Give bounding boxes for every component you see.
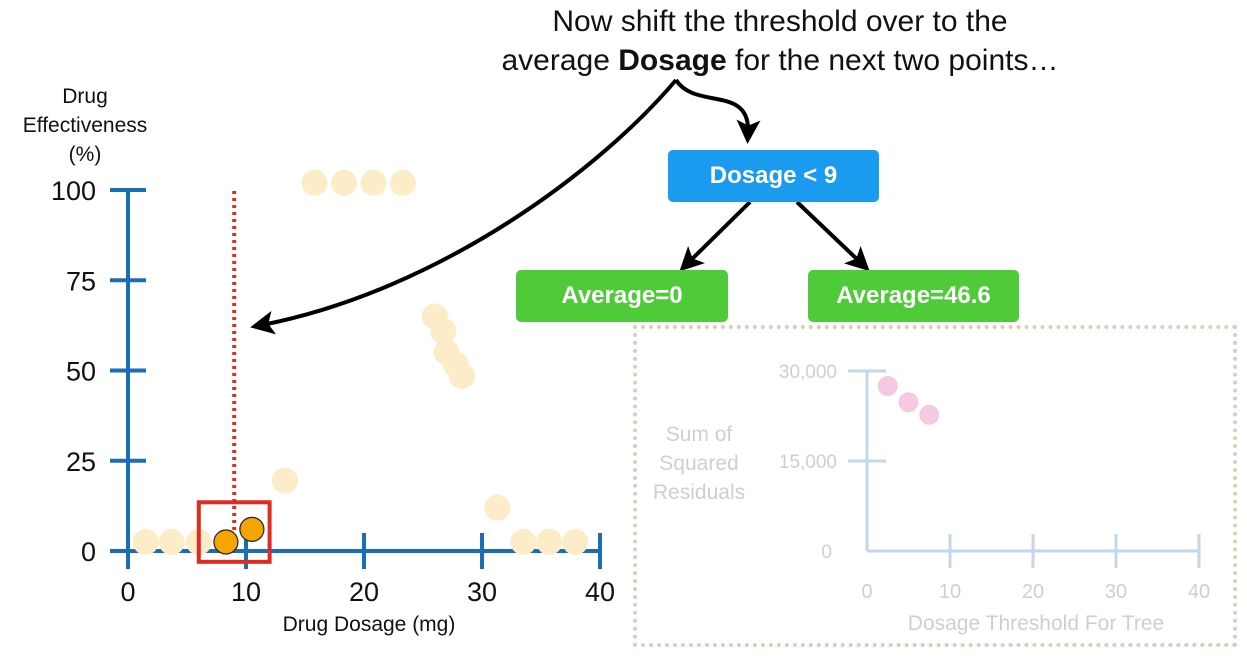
inset-x-tick-label: 10 bbox=[939, 581, 961, 603]
tree-leaf-left: Average=0 bbox=[516, 270, 728, 322]
data-point bbox=[510, 528, 537, 555]
y-tick-label: 0 bbox=[81, 537, 96, 567]
caption-line-2: average Dosage for the next two points… bbox=[440, 41, 1120, 80]
inset-y-tick-label: 0 bbox=[821, 542, 832, 563]
x-tick-label: 10 bbox=[231, 577, 261, 607]
data-point bbox=[360, 169, 387, 196]
caption-bold-word: Dosage bbox=[618, 44, 727, 77]
data-point bbox=[562, 528, 589, 555]
x-tick-label: 0 bbox=[120, 577, 135, 607]
inset-frame bbox=[633, 325, 1237, 647]
inset-data-point bbox=[877, 376, 898, 396]
data-point bbox=[484, 494, 511, 521]
y-tick-label: 100 bbox=[51, 176, 96, 206]
x-tick-label: 30 bbox=[467, 577, 497, 607]
data-point bbox=[330, 169, 357, 196]
highlight-box bbox=[196, 500, 272, 564]
tree-root-node: Dosage < 9 bbox=[668, 150, 879, 202]
data-point bbox=[389, 169, 416, 196]
inset-x-tick-label: 0 bbox=[861, 581, 872, 603]
inset-data-point bbox=[919, 404, 940, 425]
caption: Now shift the threshold over to the aver… bbox=[440, 2, 1120, 80]
x-axis-label: Drug Dosage (mg) bbox=[283, 613, 456, 636]
data-point bbox=[536, 528, 563, 555]
tree-leaf-right: Average=46.6 bbox=[808, 270, 1019, 322]
inset-y-tick-label: 15,000 bbox=[779, 452, 837, 473]
inset-y-tick-label: 30,000 bbox=[779, 362, 837, 383]
data-point bbox=[132, 528, 159, 555]
highlighted-point bbox=[213, 529, 239, 555]
data-point bbox=[271, 467, 298, 494]
inset-ssr-chart: 0 15,000 30,000 0 10 20 30 40 Dosage Threshold F… bbox=[653, 362, 1210, 635]
main-scatter-chart: 0 25 50 75 100 0 10 20 30 40 Drug Dosage (mg) Drug E… bbox=[23, 85, 615, 636]
data-point bbox=[430, 317, 457, 344]
highlighted-point bbox=[239, 516, 265, 542]
caption-line-2-start: average bbox=[501, 44, 610, 77]
data-point bbox=[301, 169, 328, 196]
callout-arrow-to-tree bbox=[674, 78, 761, 144]
data-point bbox=[158, 528, 185, 555]
y-tick-label: 50 bbox=[66, 357, 96, 387]
caption-line-2-end: for the next two points… bbox=[734, 44, 1059, 77]
tree-edge-left bbox=[679, 200, 752, 272]
x-tick-label: 40 bbox=[585, 577, 615, 607]
inset-data-point bbox=[898, 392, 919, 413]
inset-x-tick-label: 40 bbox=[1188, 581, 1210, 603]
y-tick-label: 25 bbox=[66, 447, 96, 477]
y-tick-label: 75 bbox=[66, 266, 96, 296]
inset-x-axis-label: Dosage Threshold For Tree bbox=[908, 612, 1164, 635]
callout-arrow-to-threshold bbox=[250, 78, 678, 335]
caption-line-1: Now shift the threshold over to the bbox=[552, 5, 1008, 38]
inset-x-tick-label: 30 bbox=[1105, 581, 1127, 603]
tree-edge-right bbox=[795, 200, 870, 272]
inset-x-tick-label: 20 bbox=[1022, 581, 1044, 603]
inset-y-axis-label: Sum of Squared Residuals bbox=[653, 423, 745, 504]
x-tick-label: 20 bbox=[349, 577, 379, 607]
y-axis-label: Drug Effectiveness (%) bbox=[23, 85, 148, 166]
data-point bbox=[448, 362, 475, 389]
